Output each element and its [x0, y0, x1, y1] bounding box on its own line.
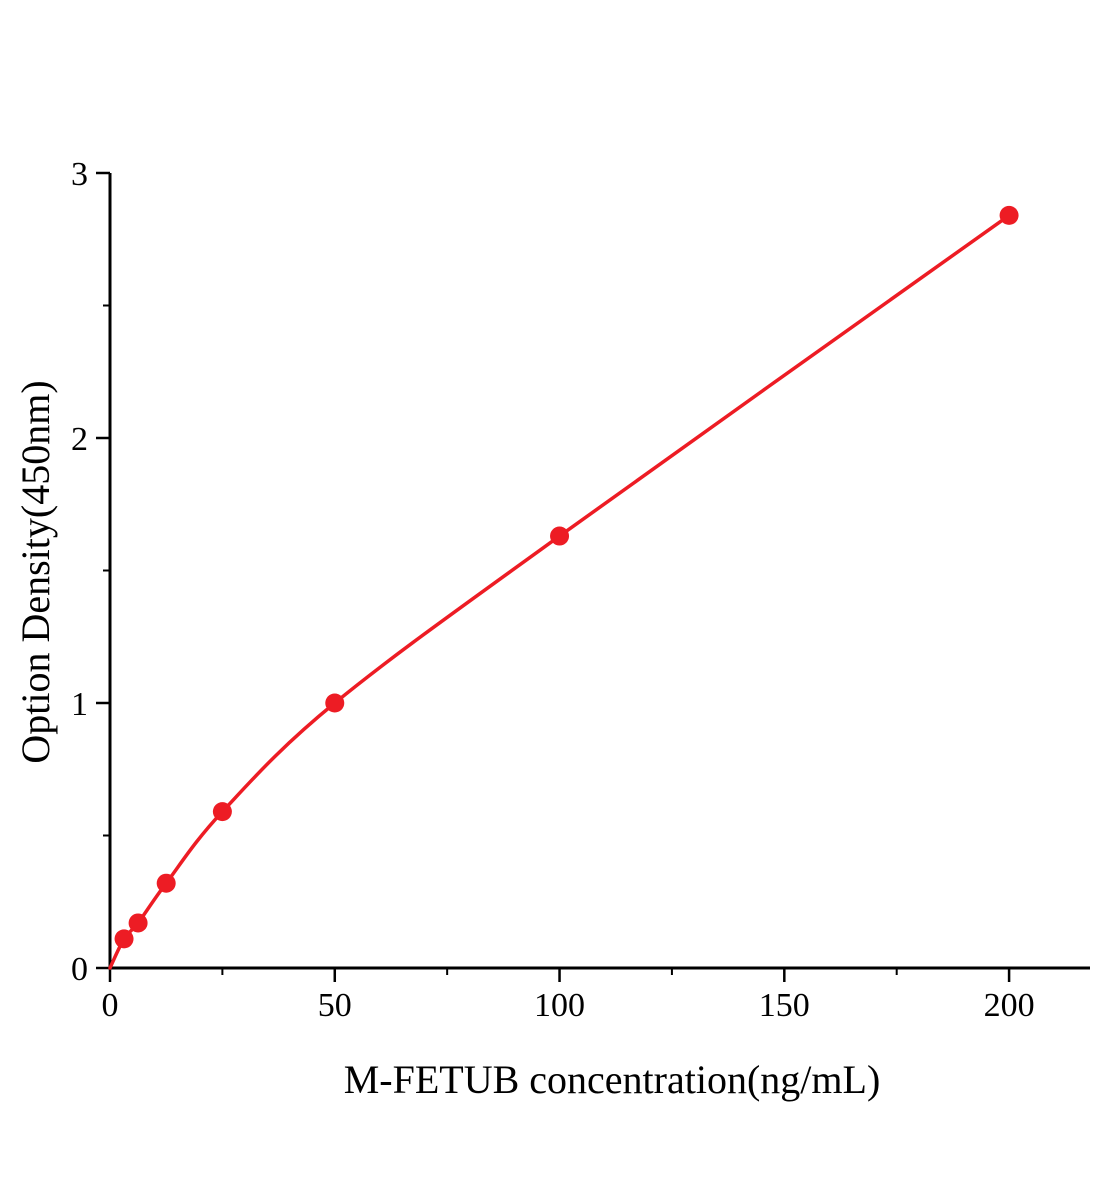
data-point	[114, 929, 134, 949]
data-point	[212, 802, 232, 822]
x-tick-label: 50	[318, 987, 352, 1024]
y-tick-label: 0	[71, 951, 88, 988]
data-point	[999, 205, 1019, 225]
standard-curve-line	[108, 213, 1011, 970]
data-point	[325, 693, 345, 713]
y-axis-title: Option Density(450nm)	[13, 380, 58, 764]
x-tick-label: 150	[759, 987, 810, 1024]
x-tick-label: 200	[984, 987, 1035, 1024]
x-axis-title: M-FETUB concentration(ng/mL)	[343, 1057, 881, 1102]
y-tick-label: 2	[71, 421, 88, 458]
x-tick-label: 100	[534, 987, 585, 1024]
data-point	[128, 913, 148, 933]
data-point	[550, 526, 570, 546]
data-point	[156, 873, 176, 893]
y-tick-label: 3	[71, 156, 88, 193]
y-tick-label: 1	[71, 686, 88, 723]
x-tick-label: 0	[102, 987, 119, 1024]
